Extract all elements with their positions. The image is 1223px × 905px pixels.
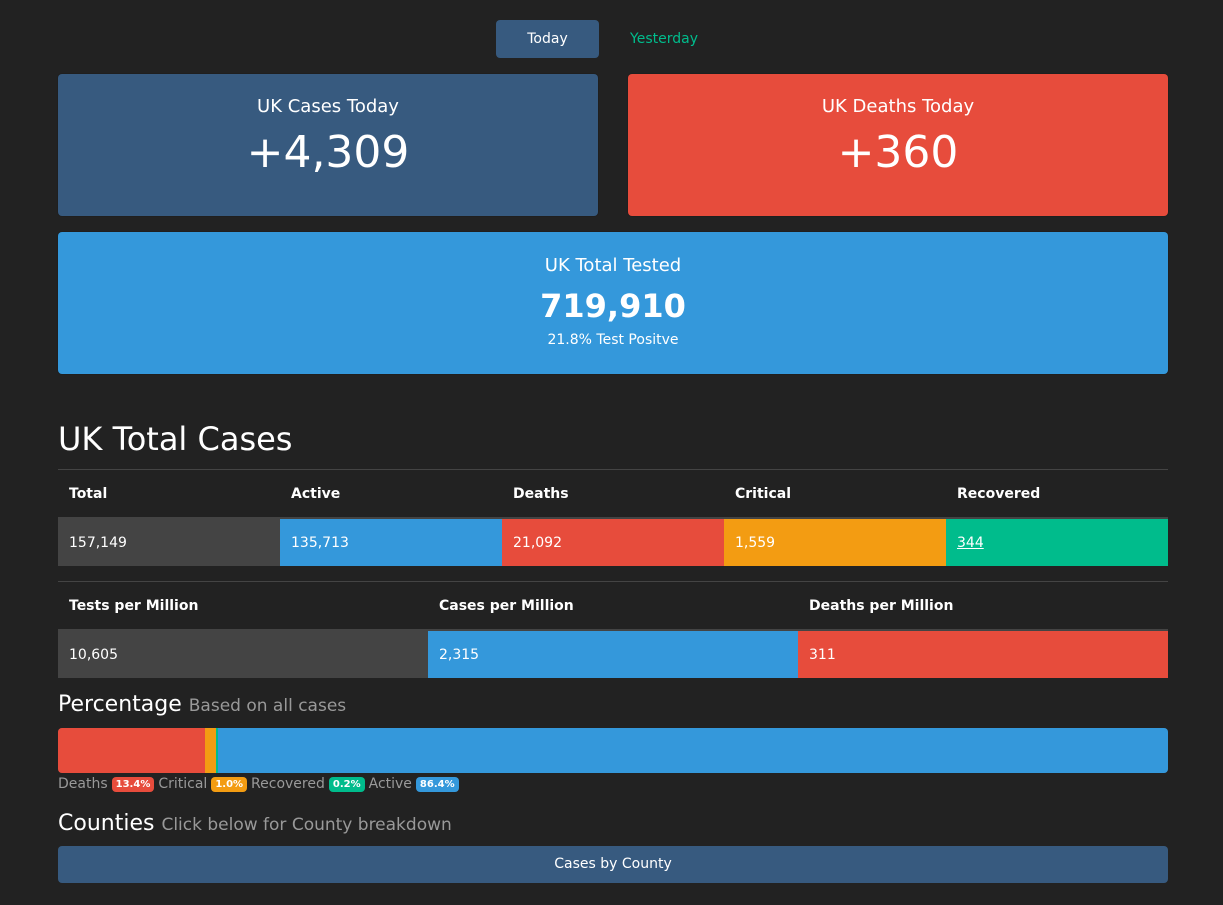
value-deaths: 21,092: [502, 518, 724, 566]
legend-deaths-label: Deaths: [58, 776, 108, 792]
percentage-subtitle: Based on all cases: [188, 696, 347, 716]
percentage-bar: [58, 728, 1168, 773]
uk-deaths-today-card: UK Deaths Today +360: [628, 74, 1168, 216]
percentage-bar-deaths: [58, 728, 206, 773]
uk-cases-today-card: UK Cases Today +4,309: [58, 74, 598, 216]
legend-active-badge: 86.4%: [415, 776, 459, 792]
tested-card-title: UK Total Tested: [544, 255, 682, 276]
value-deaths-per-million: 311: [798, 630, 1168, 678]
value-cases-per-million: 2,315: [428, 630, 798, 678]
uk-total-cases-heading: UK Total Cases: [58, 420, 293, 458]
deaths-card-title: UK Deaths Today: [821, 96, 975, 117]
percentage-bar-critical: [205, 728, 217, 773]
counties-title: Counties: [58, 811, 155, 836]
legend-recovered-label: Recovered: [251, 776, 325, 792]
counties-subtitle: Click below for County breakdown: [161, 815, 452, 835]
header-deaths-per-million: Deaths per Million: [798, 581, 1168, 631]
value-total: 157,149: [58, 518, 280, 566]
value-recovered-link[interactable]: 344: [957, 534, 984, 551]
percentage-bar-active: [218, 728, 1168, 773]
percentage-title: Percentage: [58, 692, 182, 717]
percentage-heading: Percentage Based on all cases: [58, 692, 346, 717]
cases-card-title: UK Cases Today: [257, 96, 399, 117]
counties-heading: Counties Click below for County breakdow…: [58, 811, 452, 836]
per-million-value-row: 10,605 2,315 311: [58, 630, 1168, 678]
cases-by-county-button[interactable]: Cases by County: [58, 846, 1168, 883]
legend-critical-label: Critical: [158, 776, 208, 792]
header-deaths: Deaths: [502, 469, 724, 519]
header-critical: Critical: [724, 469, 946, 519]
legend-recovered-badge: 0.2%: [328, 776, 365, 792]
header-tests-per-million: Tests per Million: [58, 581, 428, 631]
tab-yesterday[interactable]: Yesterday: [630, 31, 698, 47]
header-recovered: Recovered: [946, 469, 1168, 519]
per-million-header-row: Tests per Million Cases per Million Deat…: [58, 581, 1168, 631]
per-million-table: Tests per Million Cases per Million Deat…: [58, 581, 1168, 678]
uk-total-tested-card: UK Total Tested 719,910 21.8% Test Posit…: [58, 232, 1168, 374]
percentage-legend: Deaths 13.4% Critical 1.0% Recovered 0.2…: [58, 776, 463, 792]
deaths-card-value: +360: [837, 127, 959, 178]
header-active: Active: [280, 469, 502, 519]
tab-today[interactable]: Today: [496, 20, 599, 58]
legend-critical-badge: 1.0%: [211, 776, 248, 792]
value-active: 135,713: [280, 518, 502, 566]
totals-value-row: 157,149 135,713 21,092 1,559 344: [58, 518, 1168, 566]
value-recovered-cell: 344: [946, 518, 1168, 566]
test-positive-rate: 21.8% Test Positve: [547, 332, 679, 348]
value-tests-per-million: 10,605: [58, 630, 428, 678]
legend-deaths-badge: 13.4%: [111, 776, 155, 792]
value-critical: 1,559: [724, 518, 946, 566]
header-cases-per-million: Cases per Million: [428, 581, 798, 631]
day-tabs: Today Yesterday: [496, 20, 729, 58]
legend-active-label: Active: [368, 776, 412, 792]
totals-table: Total Active Deaths Critical Recovered 1…: [58, 469, 1168, 566]
cases-card-value: +4,309: [246, 127, 410, 178]
header-total: Total: [58, 469, 280, 519]
percentage-bar-recovered: [216, 728, 219, 773]
tested-card-value: 719,910: [540, 287, 686, 325]
totals-header-row: Total Active Deaths Critical Recovered: [58, 469, 1168, 519]
